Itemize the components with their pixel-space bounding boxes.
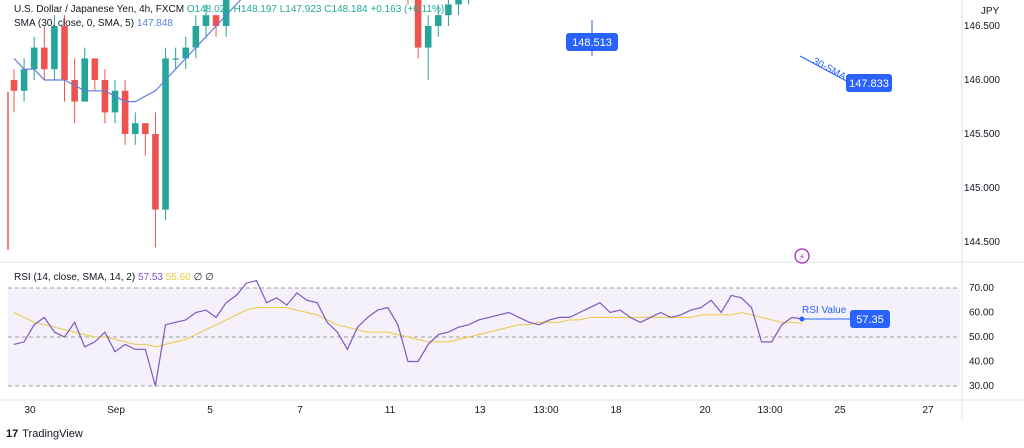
time-tick-label: 27 (922, 405, 934, 416)
candle-body[interactable] (172, 58, 179, 60)
candle-body[interactable] (61, 26, 68, 80)
price-tick-label: 146.000 (964, 75, 1001, 86)
time-tick-label: 18 (610, 405, 622, 416)
event-bolt-icon[interactable] (794, 248, 810, 264)
time-tick-label: 13 (474, 405, 486, 416)
tradingview-logo[interactable]: 17 TradingView (6, 428, 83, 440)
ohlc-high: H148.197 (233, 4, 277, 15)
candle-body[interactable] (81, 58, 89, 102)
symbol-title: U.S. Dollar / Japanese Yen, 4h, FXCM (14, 4, 185, 15)
candle-body[interactable] (152, 134, 159, 210)
candle-body[interactable] (445, 4, 452, 16)
top-callout-bg[interactable] (566, 33, 618, 51)
time-tick-label: Sep (107, 405, 125, 416)
sma-callout-pointer (799, 55, 853, 85)
time-tick-label: 13:00 (533, 405, 558, 416)
price-tick-label: 145.000 (964, 183, 1001, 194)
rsi-tick-label: 70.00 (969, 283, 994, 294)
time-tick-label: 20 (699, 405, 711, 416)
rsi-tick-label: 50.00 (969, 332, 994, 343)
rsi-callout-text: RSI Value (802, 305, 847, 316)
rsi-label: RSI (14, close, SMA, 14, 2) (14, 272, 136, 283)
candle-body[interactable] (131, 123, 139, 134)
currency-label[interactable]: JPY (981, 6, 1000, 17)
candle-body[interactable] (41, 47, 48, 70)
rsi-line[interactable] (13, 279, 803, 387)
rsi-extra: ∅ ∅ (193, 272, 214, 283)
time-tick-label: 30 (24, 405, 36, 416)
sma-header[interactable]: SMA (30, close, 0, SMA, 5) 147.848 (14, 18, 173, 29)
time-tick-label: 7 (297, 405, 303, 416)
candle-body[interactable] (162, 58, 169, 210)
candle-body[interactable] (142, 123, 149, 134)
sma-30-line[interactable] (13, 0, 802, 103)
candle-body[interactable] (182, 47, 190, 59)
price-tick-label: 146.500 (964, 21, 1001, 32)
candle-body[interactable] (71, 80, 78, 102)
rsi-tick-label: 40.00 (969, 357, 994, 368)
candle-body[interactable] (121, 90, 129, 134)
candle-body[interactable] (222, 0, 230, 26)
time-tick-label: 25 (834, 405, 846, 416)
candle-body[interactable] (51, 26, 58, 70)
rsi-sma-value: 55.60 (165, 272, 191, 283)
candle-body[interactable] (20, 69, 28, 91)
candle-body[interactable] (212, 15, 220, 26)
candle-body[interactable] (455, 0, 462, 5)
candle-body[interactable] (424, 26, 432, 48)
candle-body[interactable] (202, 15, 210, 26)
candle-body[interactable] (414, 0, 422, 48)
rsi-tick-label: 60.00 (969, 308, 994, 319)
ohlc-change: +0.163 (+0.11%) (370, 4, 445, 15)
ohlc-open: O148.021 (186, 4, 231, 15)
candle-body[interactable] (10, 80, 18, 91)
price-tick-label: 145.500 (964, 129, 1001, 140)
candle-body[interactable] (435, 15, 442, 26)
candle-body[interactable] (111, 90, 119, 113)
rsi-callout-label: 57.35 (856, 314, 884, 326)
chart-header: U.S. Dollar / Japanese Yen, 4h, FXCM O14… (14, 4, 444, 15)
sma-callout-label: 147.833 (849, 78, 889, 90)
price-tick-label: 144.500 (964, 237, 1001, 248)
sma-callout-text: 30-SMA (811, 56, 848, 83)
event-bolt-glyph: ⚡ (799, 253, 805, 263)
tradingview-mark-icon: 17 (6, 428, 19, 440)
top-callout-label: 148.513 (572, 37, 612, 49)
candle-body[interactable] (101, 80, 109, 113)
branding-text: TradingView (22, 428, 83, 440)
rsi-value: 57.53 (137, 272, 163, 283)
time-tick-label: 5 (207, 405, 213, 416)
candle-body[interactable] (91, 58, 99, 80)
sma-callout-bg[interactable] (846, 74, 892, 92)
candle-body[interactable] (192, 26, 200, 48)
time-tick-label: 13:00 (757, 405, 782, 416)
candle-body[interactable] (30, 47, 38, 70)
time-tick-label: 11 (385, 405, 396, 416)
ohlc-low: L147.923 (279, 4, 322, 15)
ohlc-close: C148.184 (324, 4, 368, 15)
sma-label: SMA (30, close, 0, SMA, 5) (14, 18, 135, 29)
rsi-header[interactable]: RSI (14, close, SMA, 14, 2) 57.53 55.60 … (14, 272, 214, 283)
rsi-tick-label: 30.00 (969, 381, 994, 392)
rsi-callout-bg[interactable] (850, 309, 890, 328)
sma-value: 147.848 (136, 18, 173, 29)
